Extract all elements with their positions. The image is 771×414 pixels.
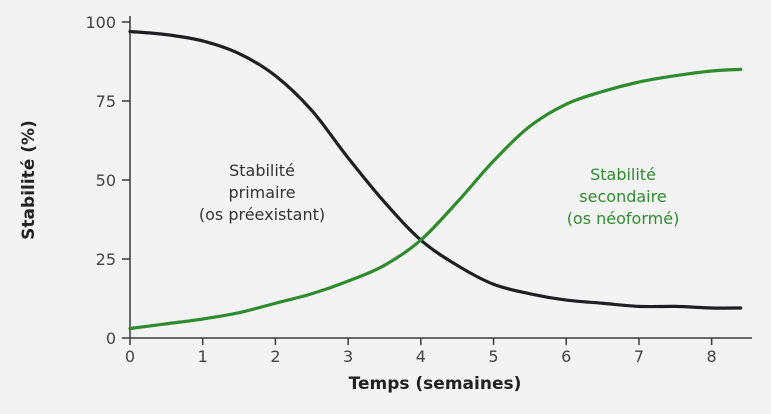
x-tick-label: 2 <box>270 347 280 366</box>
annotation-line: Stabilité <box>229 161 295 180</box>
series-line-primaire <box>128 29 743 310</box>
x-tick-label: 6 <box>561 347 571 366</box>
x-tick-label: 1 <box>198 347 208 366</box>
ticks: 0 25 50 75 100 0 1 2 3 4 5 6 7 8 <box>85 13 716 366</box>
annotations: Stabilité primaire (os préexistant)Stabili… <box>199 161 679 228</box>
annotation-line: (os préexistant) <box>199 205 325 224</box>
y-tick-label: 0 <box>106 329 116 348</box>
y-tick-label: 25 <box>96 250 116 269</box>
annotation-line: secondaire <box>579 187 666 206</box>
x-tick-label: 5 <box>488 347 498 366</box>
annotation-secondaire: Stabilité secondaire (os néoformé) <box>567 165 680 228</box>
y-axis-title: Stabilité (%) <box>19 120 39 240</box>
series-layer <box>128 29 743 331</box>
annotation-primaire: Stabilité primaire (os préexistant) <box>199 161 325 224</box>
series-line-secondaire <box>128 67 743 331</box>
y-tick-label: 50 <box>96 171 116 190</box>
y-tick-label: 75 <box>96 92 116 111</box>
annotation-line: (os néoformé) <box>567 209 680 228</box>
x-tick-label: 7 <box>634 347 644 366</box>
x-tick-label: 3 <box>343 347 353 366</box>
x-tick-label: 0 <box>125 347 135 366</box>
x-tick-label: 8 <box>707 347 717 366</box>
annotation-line: primaire <box>228 183 295 202</box>
y-tick-label: 100 <box>85 13 116 32</box>
axes <box>129 16 752 339</box>
x-tick-label: 4 <box>416 347 426 366</box>
annotation-line: Stabilité <box>590 165 656 184</box>
x-axis-title: Temps (semaines) <box>349 374 522 394</box>
